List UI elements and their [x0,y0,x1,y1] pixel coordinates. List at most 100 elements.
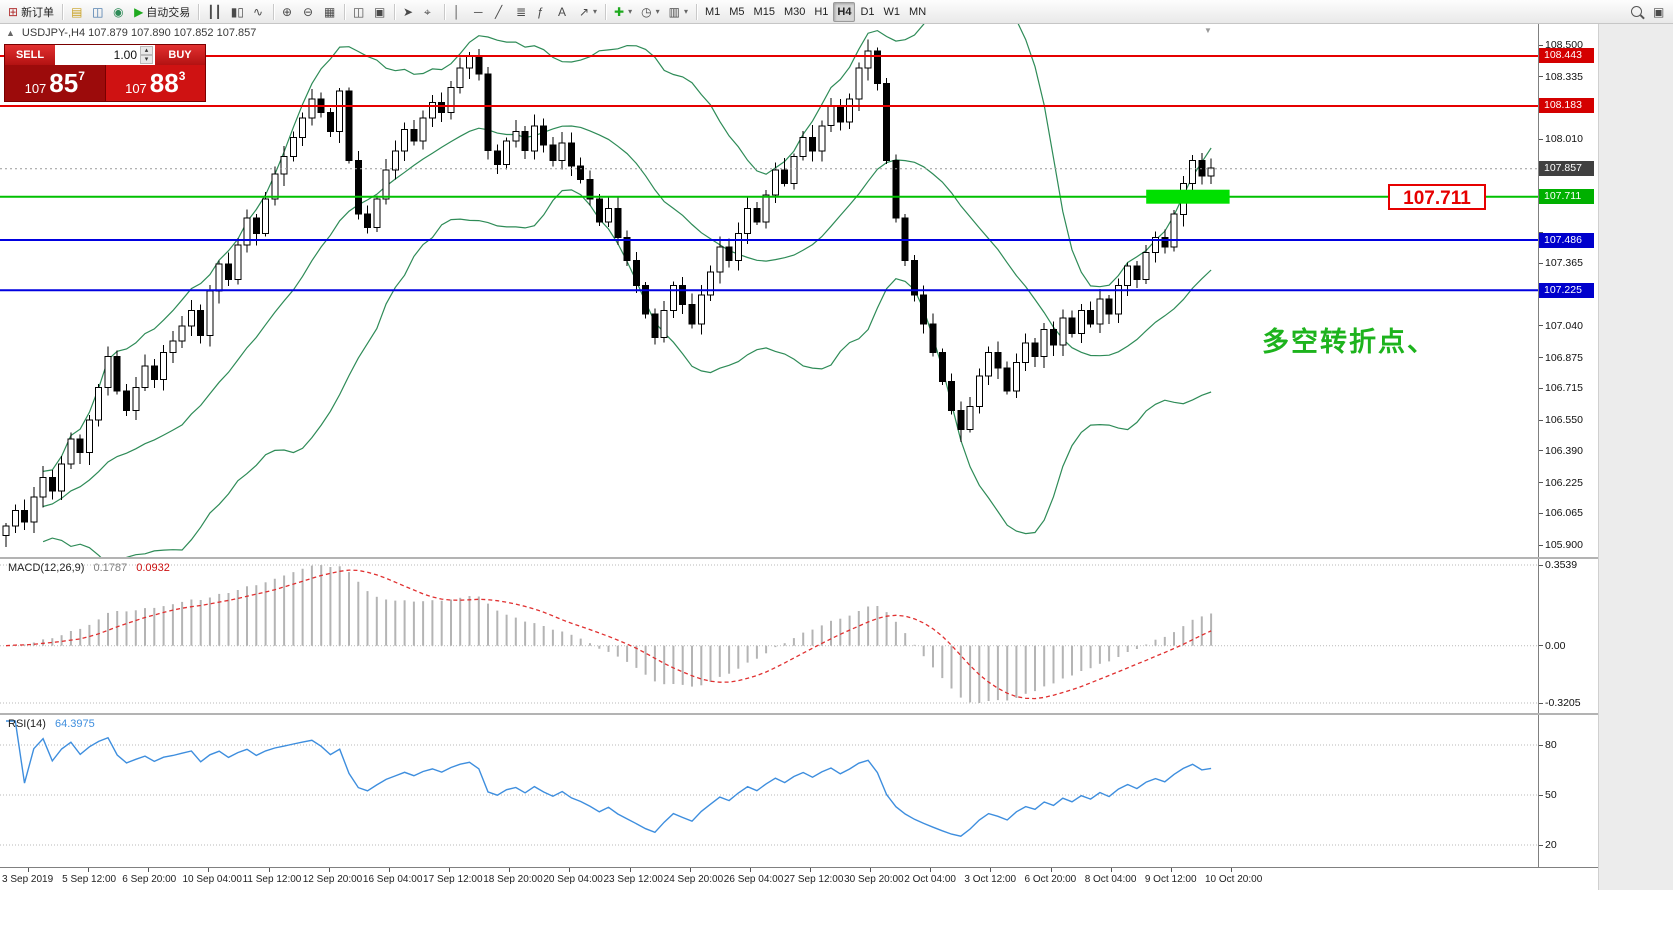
buy-price-display[interactable]: 107 88 3 [104,65,205,101]
time-axis-tick [88,868,90,872]
time-axis-tick [1110,868,1112,872]
macd-name: MACD(12,26,9) [8,562,85,574]
macd-gridlines [0,564,1538,704]
price-axis-tick [1539,512,1543,514]
one-click-collapse-toggle[interactable]: ▲ [6,28,15,38]
panel-separator-macd[interactable] [0,557,1598,559]
sell-button[interactable]: SELL [5,45,55,65]
templates-button[interactable]: ▥ ▾ [665,2,692,22]
cursor-tool-icon: ➤ [402,4,414,19]
time-axis[interactable]: 3 Sep 2019 5 Sep 12:00 6 Sep 20:00 10 Sep 0… [0,867,1598,890]
market-watch-button[interactable]: ▤ [67,2,87,22]
data-window-button[interactable]: ◫ [88,2,108,22]
one-click-trading-widget[interactable]: SELL 1.00 ▴ ▾ BUY 107 85 7 [4,44,206,102]
timeframe-m30-button[interactable]: M30 [780,2,809,22]
navigator-button[interactable]: ◉ [109,2,129,22]
arrows-tool-button[interactable]: ↗ ▾ [575,2,601,22]
fibonacci-tool-button[interactable]: ƒ [533,2,553,22]
line-chart-button[interactable]: ∿ [249,2,269,22]
timeframe-w1-button[interactable]: W1 [880,2,905,22]
buy-button[interactable]: BUY [155,45,205,65]
spinner-down-icon[interactable]: ▾ [140,55,153,64]
crosshair-tool-button[interactable]: ⌖ [420,2,440,22]
macd-chart [0,564,1538,704]
price-tick-label: 106.550 [1545,414,1583,426]
horizontal-line-tool-button[interactable]: ─ [470,2,490,22]
volume-field[interactable]: 1.00 ▴ ▾ [55,45,155,65]
time-axis-tick [1231,868,1232,872]
search-button[interactable] [1627,2,1647,22]
chevron-down-icon: ▾ [628,7,633,16]
bar-chart-button[interactable]: ┃┃ [203,2,225,22]
time-axis-tick [569,868,571,872]
toolbar-separator [443,3,445,20]
new-order-button[interactable]: ⊞ 新订单 [4,2,58,22]
spinner-up-icon[interactable]: ▴ [140,46,153,55]
timeframe-w1-button-label: W1 [883,5,901,18]
macd-panel[interactable]: MACD(12,26,9) 0.1787 0.0932 [0,559,1538,713]
timeframe-h1-button[interactable]: H1 [810,2,832,22]
volume-spinner[interactable]: ▴ ▾ [140,46,153,64]
timeframe-m5-button[interactable]: M5 [725,2,748,22]
channel-tool-icon: ≣ [515,4,527,19]
price-tick-label: 108.335 [1545,70,1583,83]
macd-histogram [14,565,1213,703]
toolbar-separator [393,3,395,20]
timeframe-d1-button-label: D1 [860,5,875,18]
price-chart-panel[interactable]: ▼ ▲ USDJPY-,H4 107.879 107.890 107.852 1… [0,24,1538,557]
trendline-tool-button[interactable]: ╱ [491,2,511,22]
text-tool-button[interactable]: A [554,2,574,22]
green-highlight-rect[interactable] [1146,189,1230,204]
resistance-badge-2: 108.183 [1539,98,1594,114]
indicators-button[interactable]: ✚ ▾ [610,2,636,22]
new-order-icon: ⊞ [8,4,19,19]
rsi-axis[interactable]: 80 50 20 [1538,715,1598,867]
chinese-annotation-text[interactable]: 多空转折点、 [1262,327,1436,357]
time-axis-tick [990,868,992,872]
periods-button[interactable]: ◷ ▾ [637,2,664,22]
text-tool-icon: A [557,4,566,19]
zoom-out-button[interactable]: ⊖ [299,2,319,22]
timeframe-mn-button[interactable]: MN [905,2,930,22]
zoom-in-button[interactable]: ⊕ [278,2,298,22]
auto-arrange-button[interactable]: ▦ [320,2,340,22]
volume-value: 1.00 [113,48,137,62]
time-tick-label: 23 Sep 12:00 [603,874,664,885]
support-badge-1: 107.486 [1539,232,1594,248]
price-annotation-box[interactable]: 107.711 [1388,184,1486,210]
candlestick-chart[interactable] [0,24,1538,557]
rsi-panel[interactable]: RSI(14) 64.3975 [0,715,1538,867]
vertical-line-tool-button[interactable]: │ [449,2,469,22]
chart-window: ▼ ▲ USDJPY-,H4 107.879 107.890 107.852 1… [0,24,1673,890]
cursor-tool-button[interactable]: ➤ [399,2,419,22]
timeframe-h4-button[interactable]: H4 [833,1,856,22]
timeframe-m1-button[interactable]: M1 [701,2,724,22]
price-tick-label: 107.365 [1545,257,1583,270]
candlestick-chart-button[interactable]: ▮▯ [227,2,248,22]
price-axis[interactable]: 108.500 108.335 108.010 107.365 107.040 106.8… [1538,24,1598,557]
rsi-name: RSI(14) [8,718,46,730]
cascade-windows-button[interactable]: ▣ [370,2,390,22]
timeframe-d1-button[interactable]: D1 [856,2,878,22]
macd-axis[interactable]: 0.3539 0.00 -0.3205 [1538,559,1598,713]
community-icon: ▣ [1653,4,1665,19]
price-tick-label: 106.875 [1545,351,1583,364]
autotrading-button[interactable]: ▶ 自动交易 [130,2,194,22]
panel-separator-rsi[interactable] [0,713,1598,715]
new-order-button-label: 新订单 [21,6,55,19]
periods-icon: ◷ [641,4,652,19]
community-button[interactable]: ▣ [1649,2,1669,22]
candles [2,39,1215,547]
time-axis-tick [749,868,751,872]
horizontal-level-lines[interactable] [0,55,1538,292]
time-tick-label: 10 Oct 20:00 [1205,874,1263,885]
trendline-tool-icon: ╱ [494,4,503,19]
rsi-axis-label: 50 [1545,789,1557,801]
sell-price-sup: 7 [78,69,85,83]
timeframe-m15-button[interactable]: M15 [750,2,779,22]
tile-windows-button[interactable]: ◫ [349,2,369,22]
sell-price-display[interactable]: 107 85 7 [5,65,105,101]
channel-tool-button[interactable]: ≣ [512,2,532,22]
zoom-in-icon: ⊕ [281,4,293,19]
time-axis-tick [28,868,29,872]
